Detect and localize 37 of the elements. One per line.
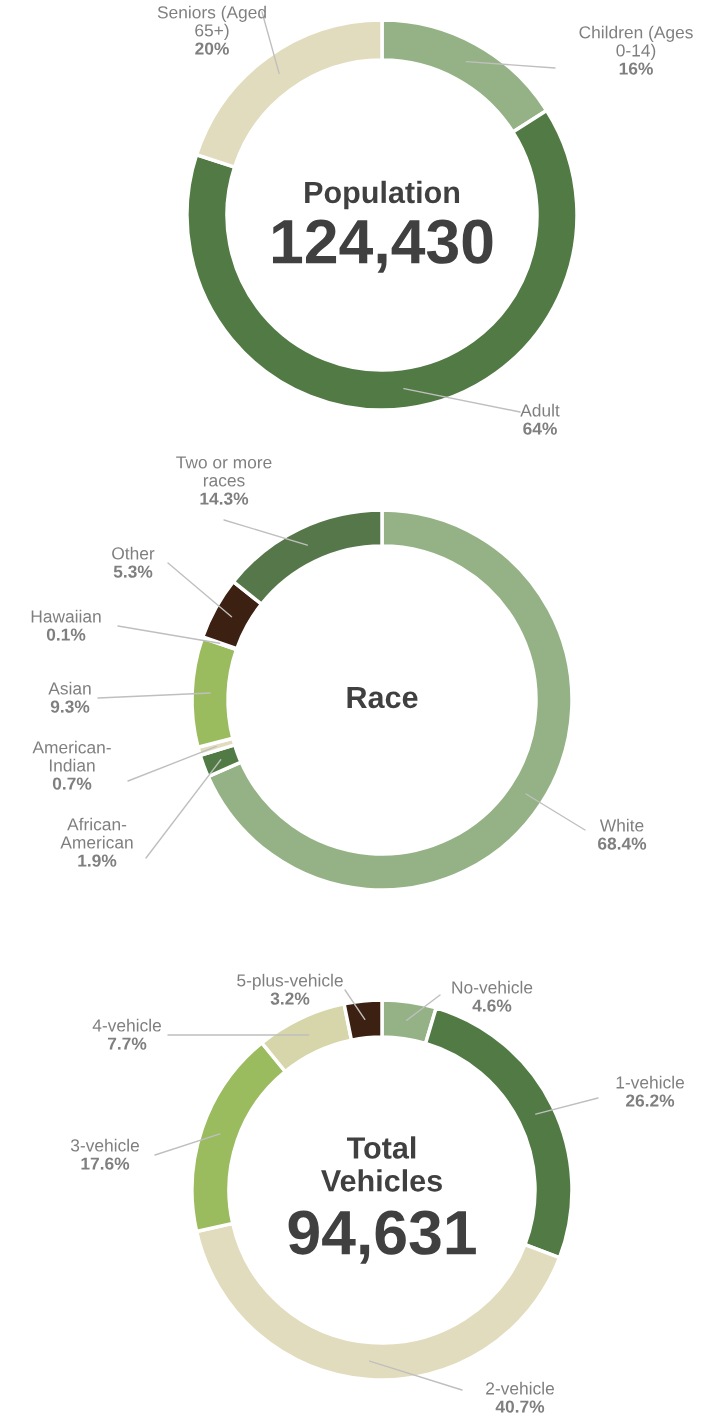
slice-label: Hawaiian	[31, 609, 101, 623]
slice-label: 3-vehicle	[70, 1138, 139, 1152]
slice-label: No-vehicle	[452, 980, 533, 994]
text: Total Vehicles	[321, 1136, 442, 1192]
data-label: 20%	[195, 42, 229, 55]
slice-label: Adult	[520, 403, 560, 417]
text: 124,430	[272, 219, 493, 273]
data-label: 16%	[619, 62, 653, 75]
slice-label: Seniors (Aged 65+)	[157, 5, 266, 40]
data-label: 40.7%	[495, 1400, 545, 1413]
slice-label: 1-vehicle	[616, 1075, 684, 1089]
data-label: 7.7%	[107, 1037, 147, 1050]
slice-label: Two or more races	[176, 456, 272, 487]
slice-label: Other	[112, 546, 155, 560]
data-label: 5.3%	[113, 565, 153, 578]
data-label: 17.6%	[81, 1157, 130, 1170]
data-label: 0.1%	[46, 628, 86, 641]
slice-label: Asian	[48, 681, 91, 695]
slice-label: African-American	[60, 817, 133, 849]
data-label: 0.7%	[52, 777, 92, 790]
data-label: 64%	[523, 422, 557, 435]
text: Population	[305, 180, 460, 210]
data-label: 14.3%	[200, 492, 249, 505]
slice-label: White	[599, 818, 644, 832]
data-label: 9.3%	[50, 700, 90, 713]
slice-label: American-Indian	[32, 740, 111, 772]
slice-label: Children (Ages 0-14)	[579, 25, 693, 60]
slice-label: 2-vehicle	[486, 1381, 554, 1395]
slice-label: 4-vehicle	[92, 1018, 161, 1032]
text: 94,631	[288, 1210, 476, 1264]
slice-label: 5-plus-vehicle	[237, 973, 343, 990]
data-label: 1.9%	[78, 854, 117, 867]
text: Race	[347, 686, 418, 709]
data-label: 26.2%	[625, 1094, 675, 1107]
data-label: 3.2%	[270, 992, 310, 1005]
data-label: 68.4%	[598, 837, 647, 850]
data-label: 4.6%	[472, 999, 512, 1012]
